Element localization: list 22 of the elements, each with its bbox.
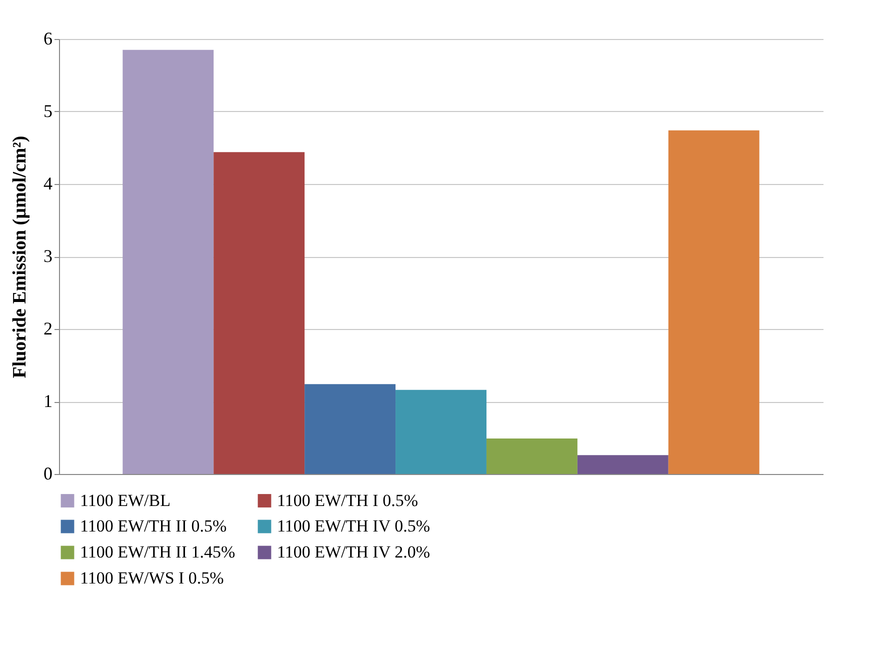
bar	[486, 438, 578, 474]
legend-label: 1100 EW/WS I 0.5%	[80, 568, 224, 588]
legend-label: 1100 EW/TH IV 2.0%	[277, 542, 430, 562]
bar	[668, 130, 760, 474]
y-tick-label: 6	[44, 28, 52, 48]
legend-label: 1100 EW/TH I 0.5%	[277, 490, 418, 510]
bar	[577, 455, 668, 474]
y-tick-label: 0	[44, 464, 52, 484]
y-tick-label: 5	[44, 101, 52, 121]
legend-label: 1100 EW/BL	[80, 490, 170, 510]
y-tick-label: 1	[44, 391, 52, 411]
legend-label: 1100 EW/TH IV 0.5%	[277, 516, 430, 536]
bar	[396, 390, 486, 474]
legend-label: 1100 EW/TH II 1.45%	[80, 542, 236, 562]
legend-label: 1100 EW/TH II 0.5%	[80, 516, 227, 536]
bar	[304, 384, 396, 474]
y-tick-label: 4	[44, 174, 52, 194]
bar	[214, 152, 305, 474]
y-tick-label: 3	[44, 246, 52, 266]
y-tick-label: 2	[44, 318, 52, 338]
bar	[122, 50, 214, 474]
y-axis-title: Fluoride Emission (µmol/cm²)	[10, 136, 30, 378]
